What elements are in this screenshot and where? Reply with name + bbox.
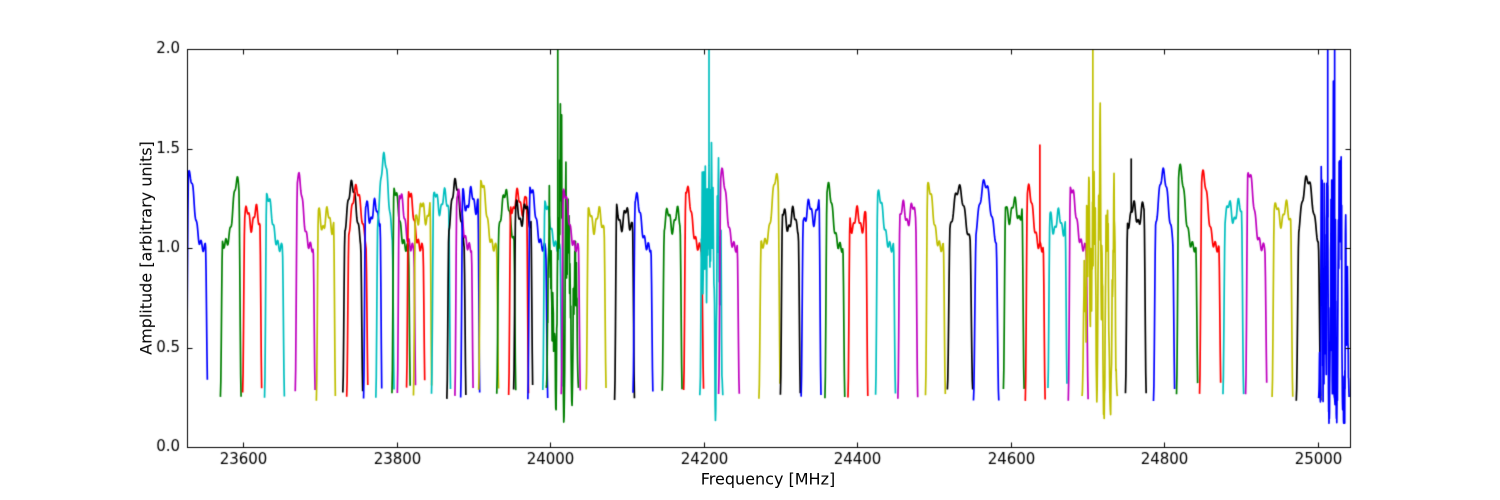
x-axis-label: Frequency [MHz]	[700, 469, 836, 489]
y-axis-label: Amplitude [arbitrary units]	[136, 141, 156, 355]
